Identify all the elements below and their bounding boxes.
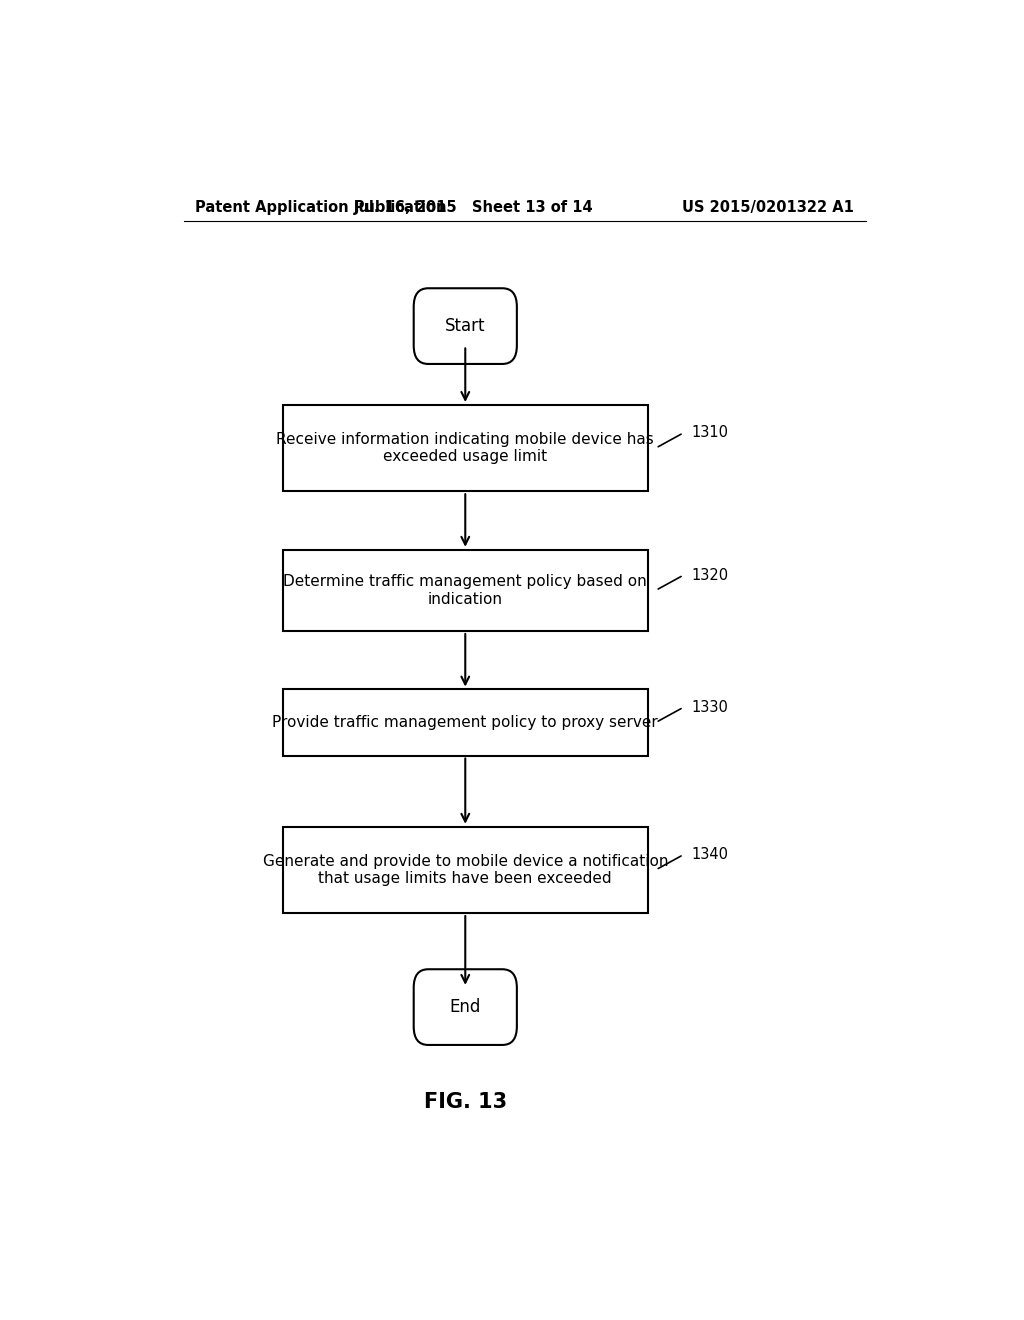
Bar (283, 405, 648, 491)
Text: Determine traffic management policy based on
indication: Determine traffic management policy base… (284, 574, 647, 607)
Text: Provide traffic management policy to proxy server: Provide traffic management policy to pro… (272, 715, 658, 730)
FancyBboxPatch shape (414, 288, 517, 364)
Text: Patent Application Publication: Patent Application Publication (196, 199, 446, 215)
Text: FIG. 13: FIG. 13 (424, 1092, 507, 1111)
Text: Start: Start (445, 317, 485, 335)
Text: 1330: 1330 (691, 700, 728, 714)
Bar (283, 549, 648, 631)
Text: Jul. 16, 2015   Sheet 13 of 14: Jul. 16, 2015 Sheet 13 of 14 (353, 199, 593, 215)
Text: End: End (450, 998, 481, 1016)
Bar (283, 689, 648, 755)
Text: Receive information indicating mobile device has
exceeded usage limit: Receive information indicating mobile de… (276, 432, 654, 465)
Text: 1320: 1320 (691, 568, 729, 582)
FancyBboxPatch shape (414, 969, 517, 1045)
Text: Generate and provide to mobile device a notification
that usage limits have been: Generate and provide to mobile device a … (262, 854, 668, 886)
Text: 1340: 1340 (691, 847, 728, 862)
Text: US 2015/0201322 A1: US 2015/0201322 A1 (682, 199, 854, 215)
Bar (283, 826, 648, 913)
Text: 1310: 1310 (691, 425, 728, 441)
